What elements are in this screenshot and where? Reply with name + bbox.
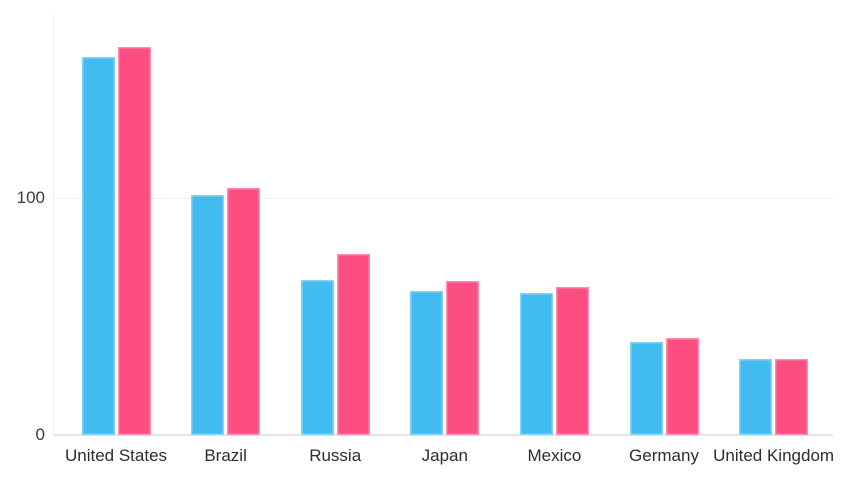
bar-pink-germany <box>665 338 699 435</box>
bar-blue-united-states <box>81 56 115 435</box>
x-axis-label-japan: Japan <box>421 446 468 465</box>
x-axis-label-germany: Germany <box>629 446 699 465</box>
bar-blue-mexico <box>519 293 553 435</box>
bar-pink-mexico <box>555 287 589 435</box>
x-axis-label-brazil: Brazil <box>204 446 247 465</box>
y-axis-line <box>53 14 54 435</box>
y-tick-label-100: 100 <box>16 188 45 208</box>
x-axis-label-united-kingdom: United Kingdom <box>713 446 835 465</box>
bar-blue-russia <box>300 280 334 435</box>
bar-pink-brazil <box>227 187 261 435</box>
x-axis-label-mexico: Mexico <box>527 446 582 465</box>
bar-pink-united-states <box>117 47 151 435</box>
bar-blue-japan <box>410 290 444 435</box>
bar-blue-germany <box>629 341 663 435</box>
y-tick-label-0: 0 <box>35 425 45 444</box>
x-axis-label-united-states: United States <box>64 446 168 465</box>
bar-blue-brazil <box>191 194 225 435</box>
gridline-100 <box>53 197 833 200</box>
bar-pink-united-kingdom <box>775 358 809 435</box>
x-axis-label-russia: Russia <box>309 446 362 465</box>
bar-blue-united-kingdom <box>739 359 773 435</box>
bar-pink-japan <box>446 281 480 435</box>
bar-pink-russia <box>336 254 370 435</box>
